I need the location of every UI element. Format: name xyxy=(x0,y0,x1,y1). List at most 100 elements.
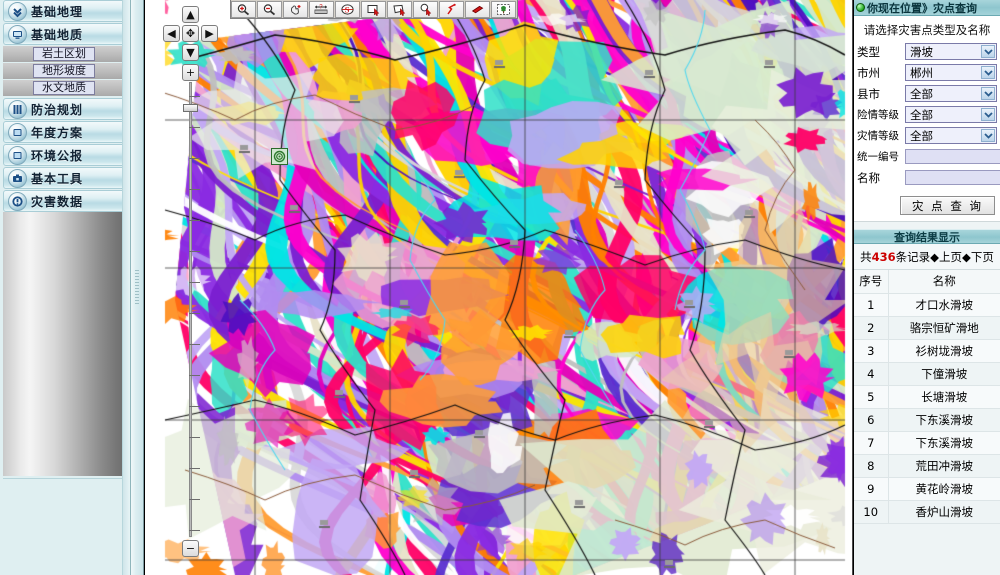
sidebar-subitem-rock-soil-zoning[interactable]: 岩土区划 xyxy=(3,46,125,62)
measure-icon[interactable]: ? xyxy=(309,1,334,18)
sidebar-rail xyxy=(122,0,130,575)
chevron-down-icon[interactable] xyxy=(981,66,995,79)
sidebar-menu: 基础地理 基础地质 岩土区划 地形坡度 xyxy=(3,0,125,213)
county-select[interactable]: 全部 xyxy=(905,85,997,102)
map-pan-up-button[interactable]: ▲ xyxy=(182,6,199,23)
table-row[interactable]: 6 下东溪滑坡 xyxy=(854,408,1000,432)
risk-level-label: 险情等级 xyxy=(857,109,899,121)
hazard-query-button[interactable]: 灾 点 查 询 xyxy=(900,196,995,215)
results-header: 查询结果显示 xyxy=(854,229,1000,244)
city-select-value: 郴州 xyxy=(910,65,933,80)
map-zoom-out-button[interactable]: − xyxy=(182,540,199,557)
form-row-county: 县市 全部 xyxy=(857,85,997,102)
map-zoom-in-button[interactable]: + xyxy=(182,64,199,81)
table-row[interactable]: 2 骆宗恒矿滑地 xyxy=(854,316,1000,340)
scale-icon[interactable]: S xyxy=(335,1,360,18)
geology-map-canvas[interactable] xyxy=(145,0,852,575)
map-pan-right-button[interactable]: ▶ xyxy=(201,25,218,42)
row-hazard-name[interactable]: 才口水滑坡 xyxy=(888,293,1000,317)
zoom-slider-tick xyxy=(189,189,200,190)
form-hint: 请选择灾害点类型及名称 xyxy=(863,23,991,37)
location-marker-icon[interactable] xyxy=(271,148,288,165)
row-hazard-name[interactable]: 下东溪滑坡 xyxy=(888,408,1000,432)
table-row[interactable]: 7 下东溪滑坡 xyxy=(854,431,1000,455)
form-row-name: 名称 xyxy=(857,169,1000,186)
prev-page-link[interactable]: 上页 xyxy=(939,250,962,264)
sidebar-item-basic-geography[interactable]: 基础地理 xyxy=(3,0,125,22)
nav-down-icon: ▼ xyxy=(186,46,195,59)
sidebar-item-prevention-plan[interactable]: 防治规划 xyxy=(3,98,125,120)
location-dot-icon xyxy=(856,3,865,12)
zoom-slider-tick xyxy=(189,344,200,345)
map-full-extent-button[interactable]: ✥ xyxy=(182,25,199,42)
svg-text:?: ? xyxy=(319,4,323,10)
table-row[interactable]: 1 才口水滑坡 xyxy=(854,293,1000,317)
form-row-risk-level: 险情等级 全部 xyxy=(857,106,997,123)
type-label: 类型 xyxy=(857,44,880,59)
zoom-out-icon[interactable] xyxy=(257,1,282,18)
sidebar-subitem-terrain-slope[interactable]: 地形坡度 xyxy=(3,63,125,79)
table-row[interactable]: 10 香炉山滑坡 xyxy=(854,500,1000,524)
toolbox-icon xyxy=(8,169,27,188)
map-zoom-slider[interactable] xyxy=(182,82,200,537)
form-row-unified-code: 统一编号 xyxy=(857,148,1000,165)
type-select[interactable]: 滑坡 xyxy=(905,43,997,60)
clear-icon[interactable] xyxy=(465,1,490,18)
name-input[interactable] xyxy=(905,170,1000,185)
select-rect-icon[interactable] xyxy=(361,1,386,18)
sidebar-item-basic-tools[interactable]: 基本工具 xyxy=(3,167,125,189)
sidebar-item-label: 基础地质 xyxy=(30,27,83,42)
county-label: 县市 xyxy=(857,86,880,101)
sidebar-map-splitter[interactable] xyxy=(131,0,144,575)
row-hazard-name[interactable]: 香炉山滑坡 xyxy=(888,500,1000,524)
row-index: 4 xyxy=(854,362,889,386)
sidebar-item-hazard-data[interactable]: 灾害数据 xyxy=(3,190,125,212)
row-hazard-name[interactable]: 荒田冲滑坡 xyxy=(888,454,1000,478)
row-hazard-name[interactable]: 骆宗恒矿滑地 xyxy=(888,316,1000,340)
risk-level-select[interactable]: 全部 xyxy=(905,106,997,123)
table-row[interactable]: 9 黄花岭滑坡 xyxy=(854,477,1000,501)
layer-tree-icon[interactable] xyxy=(491,1,516,18)
row-index: 7 xyxy=(854,431,889,455)
table-row[interactable]: 5 长塘滑坡 xyxy=(854,385,1000,409)
row-hazard-name[interactable]: 下东溪滑坡 xyxy=(888,431,1000,455)
row-hazard-name[interactable]: 黄花岭滑坡 xyxy=(888,477,1000,501)
map-viewport[interactable]: ▲ ◀ ✥ ▶ ▼ + − xyxy=(145,0,853,575)
sidebar-item-environment-bulletin[interactable]: 环境公报 xyxy=(3,144,125,166)
row-hazard-name[interactable]: 长塘滑坡 xyxy=(888,385,1000,409)
zoom-slider-thumb[interactable] xyxy=(183,104,198,112)
plus-icon: + xyxy=(185,66,196,79)
map-pan-down-button[interactable]: ▼ xyxy=(182,44,199,61)
next-page-link[interactable]: 下页 xyxy=(970,250,994,264)
table-row[interactable]: 3 衫树垅滑坡 xyxy=(854,339,1000,363)
unified-code-label: 统一编号 xyxy=(857,151,899,163)
zoom-slider-track[interactable] xyxy=(189,82,192,537)
pan-hand-icon[interactable] xyxy=(283,1,308,18)
chevron-down-icon[interactable] xyxy=(981,129,995,142)
map-pan-left-button[interactable]: ◀ xyxy=(163,25,180,42)
page-title: 灾点查询 xyxy=(933,1,977,15)
chevron-down-icon[interactable] xyxy=(981,87,995,100)
city-select[interactable]: 郴州 xyxy=(905,64,997,81)
sidebar-item-annual-plan[interactable]: 年度方案 xyxy=(3,121,125,143)
chevron-down-icon[interactable] xyxy=(981,108,995,121)
zoom-slider-tick xyxy=(189,220,200,221)
row-hazard-name[interactable]: 衫树垅滑坡 xyxy=(888,339,1000,363)
sidebar-decorative-panel xyxy=(3,212,125,476)
select-poly-icon[interactable] xyxy=(387,1,412,18)
unified-code-input[interactable] xyxy=(905,149,1000,164)
table-row[interactable]: 8 荒田冲滑坡 xyxy=(854,454,1000,478)
select-line-icon[interactable] xyxy=(439,1,464,18)
sidebar-item-basic-geology[interactable]: 基础地质 xyxy=(3,23,125,45)
damage-level-select[interactable]: 全部 xyxy=(905,127,997,144)
nav-left-icon: ◀ xyxy=(167,27,176,40)
chevron-down-icon[interactable] xyxy=(981,45,995,58)
sidebar-subitem-hydrogeology[interactable]: 水文地质 xyxy=(3,80,125,96)
row-hazard-name[interactable]: 下僮滑坡 xyxy=(888,362,1000,386)
select-circle-icon[interactable] xyxy=(413,1,438,18)
zoom-slider-tick xyxy=(189,468,200,469)
damage-level-label: 灾情等级 xyxy=(857,130,899,142)
table-row[interactable]: 4 下僮滑坡 xyxy=(854,362,1000,386)
diamond-icon: ◆ xyxy=(962,250,971,264)
zoom-in-icon[interactable] xyxy=(231,1,256,18)
